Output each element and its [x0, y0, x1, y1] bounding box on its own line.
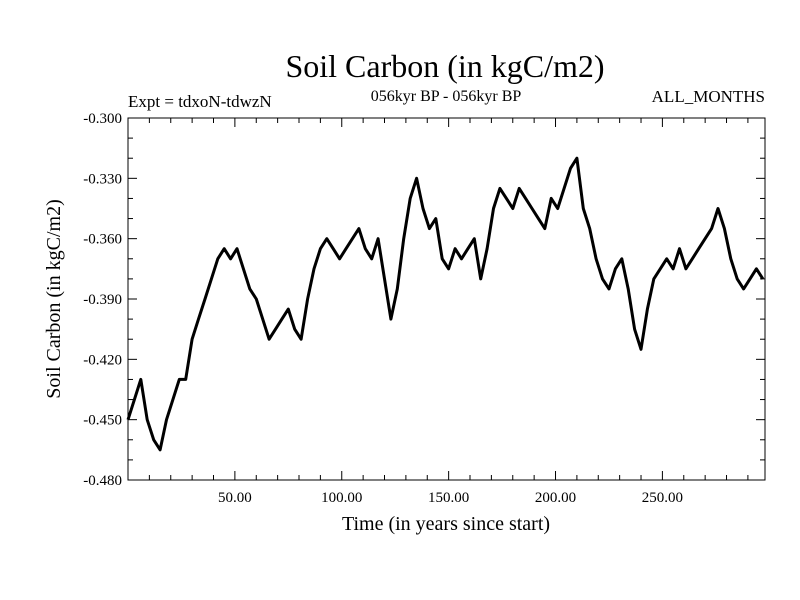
y-axis: -0.480 -0.450 -0.420 -0.390 -0.360 -0.330 -0.3…	[83, 111, 765, 489]
y-axis-label: Soil Carbon (in kgC/m2)	[43, 199, 65, 398]
x-tick-label: 250.00	[642, 490, 683, 506]
x-axis: 50.00 100.00 150.00 200.00 250.00	[148, 118, 749, 506]
x-tick-label: 100.00	[321, 490, 362, 506]
soil-carbon-series-line	[126, 156, 765, 452]
x-tick-label: 200.00	[535, 490, 576, 506]
y-tick-label: -0.420	[83, 352, 122, 368]
x-tick-label: 50.00	[218, 490, 252, 506]
y-tick-label: -0.360	[83, 232, 122, 248]
y-tick-label: -0.300	[83, 111, 122, 127]
plot-frame	[127, 117, 766, 481]
y-tick-label: -0.390	[83, 292, 122, 308]
months-label: ALL_MONTHS	[652, 87, 765, 106]
period-label: 056kyr BP - 056kyr BP	[371, 88, 522, 105]
experiment-label: Expt = tdxoN-tdwzN	[128, 92, 272, 111]
y-tick-label: -0.450	[83, 413, 122, 429]
x-tick-label: 150.00	[428, 490, 469, 506]
x-axis-label: Time (in years since start)	[342, 513, 550, 535]
y-tick-label: -0.330	[83, 171, 122, 187]
y-tick-label: -0.480	[83, 473, 122, 489]
chart-title: Soil Carbon (in kgC/m2)	[285, 48, 604, 84]
